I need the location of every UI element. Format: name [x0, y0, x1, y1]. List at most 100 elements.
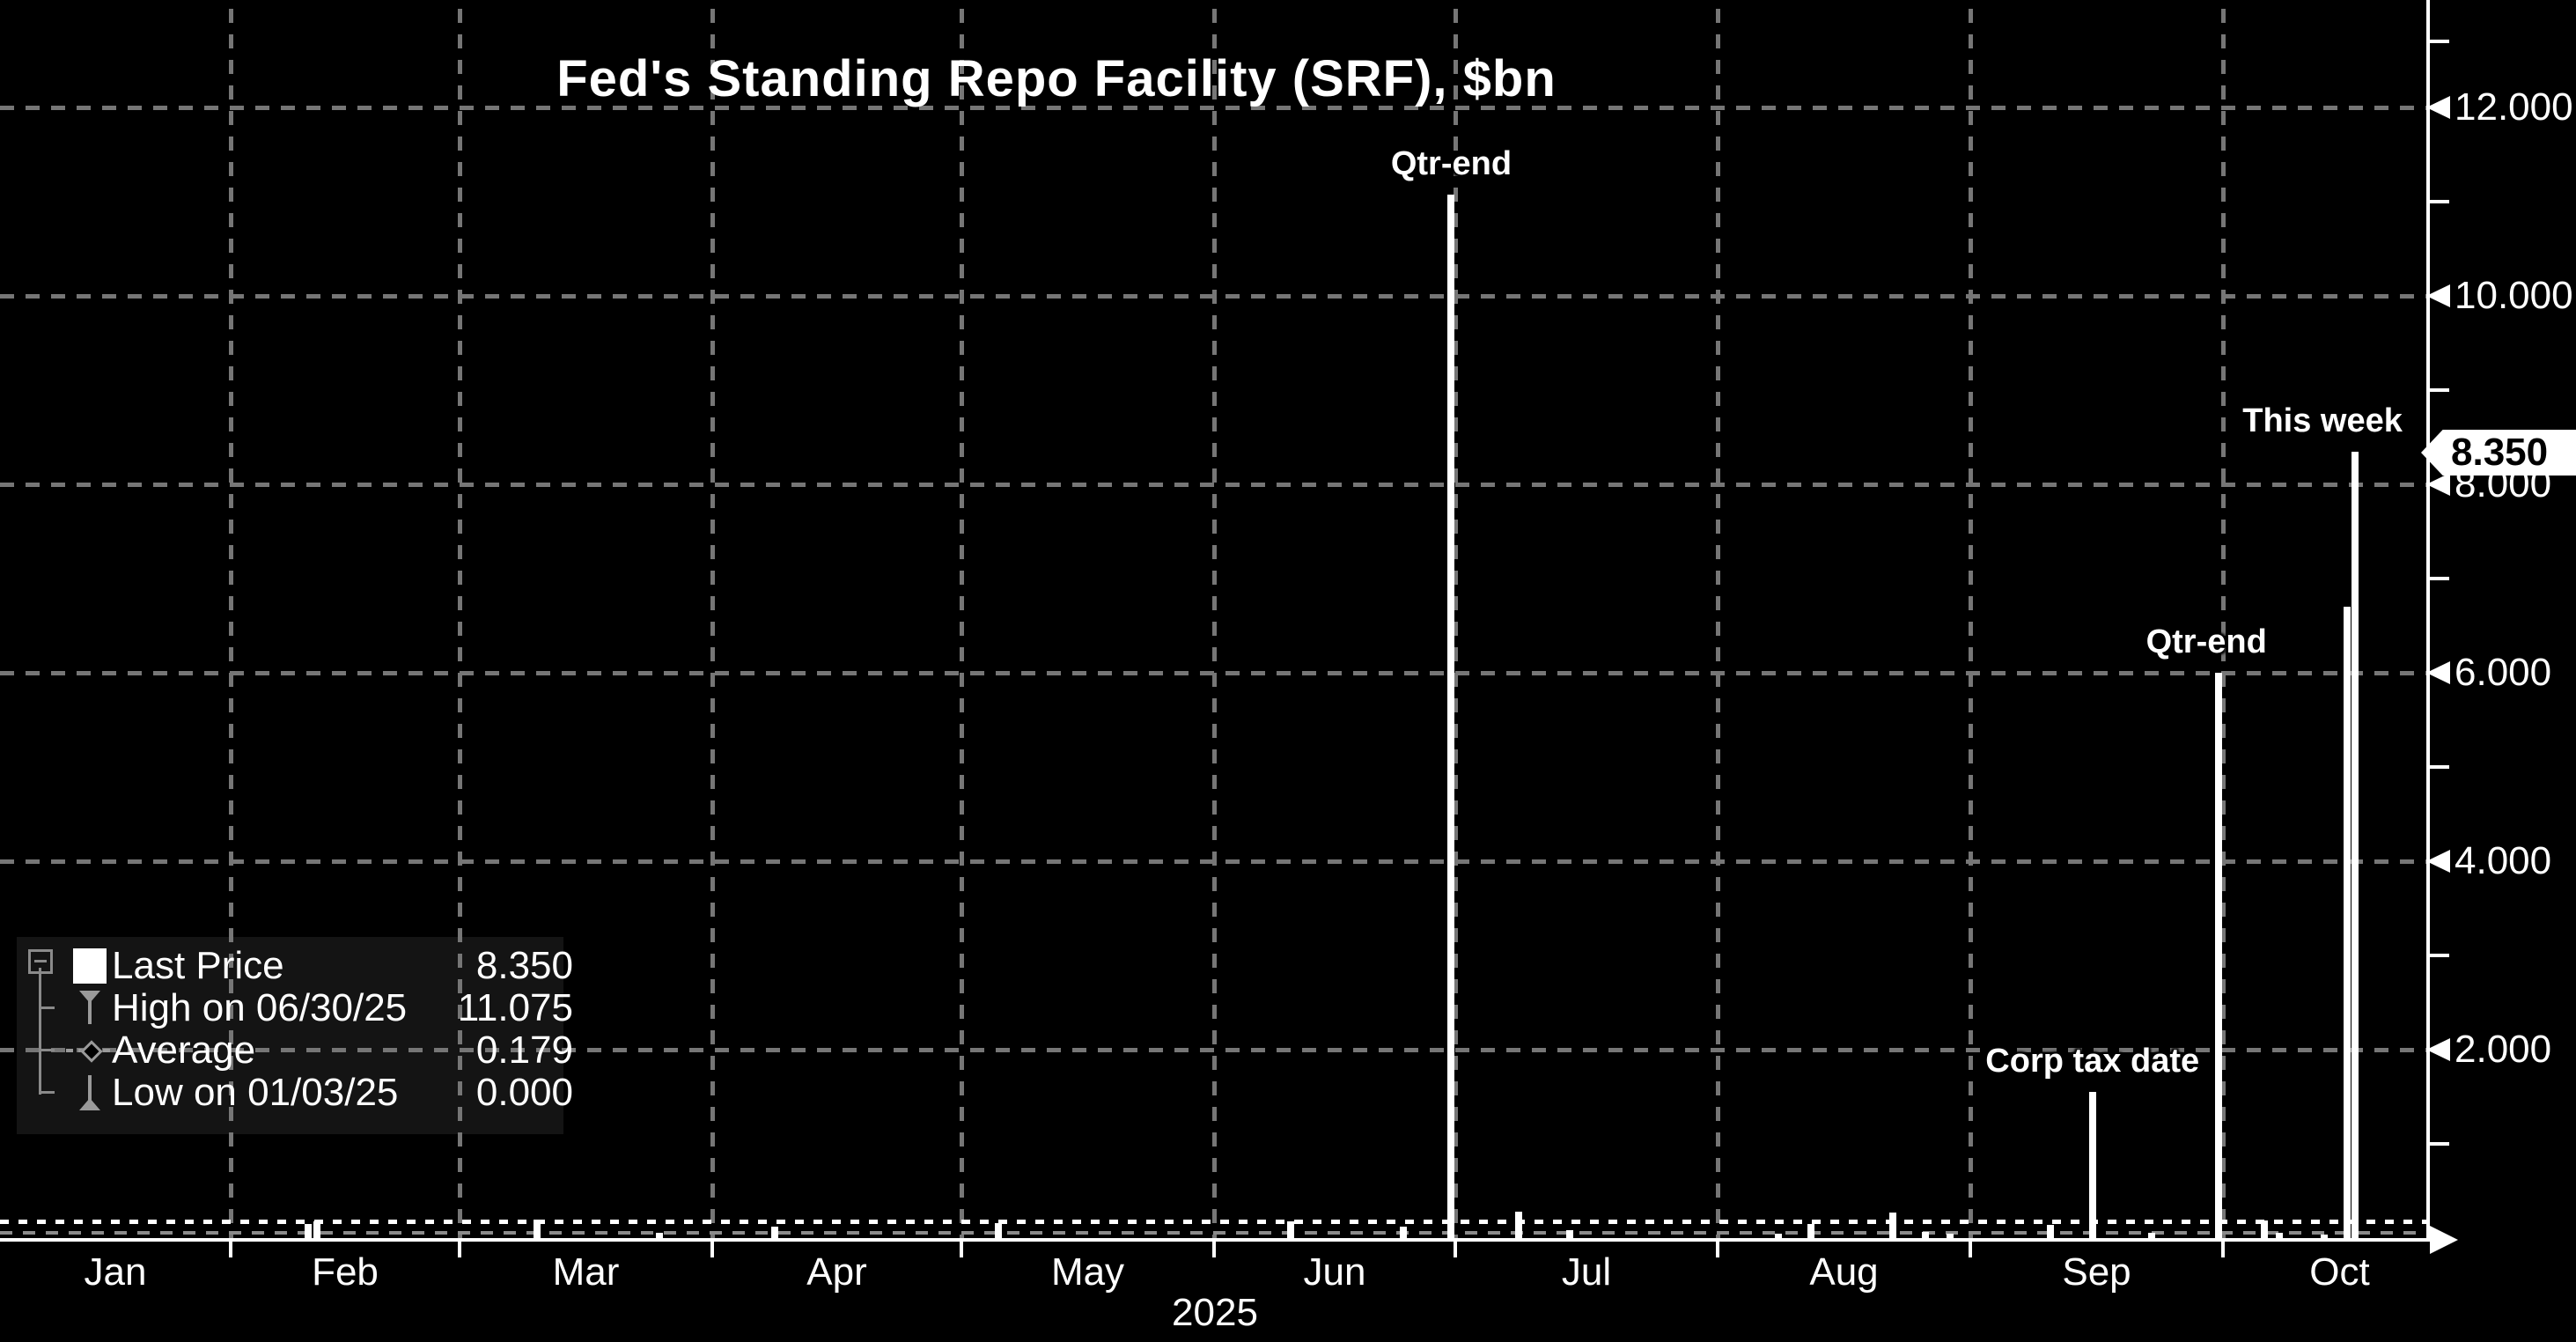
x-axis-month-label: Oct	[2309, 1250, 2370, 1294]
v-gridline	[1969, 9, 1973, 1238]
bar	[2344, 607, 2352, 1238]
y-axis-tick-arrow-icon	[2426, 473, 2450, 496]
bar	[1889, 1213, 1897, 1238]
legend-label: Low on 01/03/25	[112, 1071, 399, 1114]
legend-marker-average	[66, 1031, 115, 1070]
x-axis-month-tick	[1212, 1242, 1216, 1257]
legend-value: 8.350	[475, 944, 573, 987]
legend-label: Average	[112, 1029, 256, 1072]
low-marker-stem	[88, 1075, 92, 1102]
legend-value: 0.179	[475, 1029, 573, 1072]
baseline-dashed-line	[0, 1231, 2426, 1235]
y-axis-minor-tick	[2428, 40, 2449, 44]
x-axis-month-tick	[229, 1242, 232, 1257]
legend-tree-stub	[39, 1006, 55, 1009]
bar	[1447, 194, 1455, 1238]
y-axis-tick-arrow-icon	[2426, 284, 2450, 307]
y-axis-label: 10.000	[2455, 274, 2573, 317]
bar	[2147, 1232, 2155, 1238]
bar	[1922, 1231, 1930, 1238]
x-axis-month-tick	[1969, 1242, 1972, 1257]
x-axis-month-label: Mar	[552, 1250, 620, 1294]
y-axis-tick-arrow-icon	[2426, 850, 2450, 873]
x-axis-line	[0, 1238, 2432, 1242]
v-gridline	[710, 9, 715, 1238]
x-axis-month-label: Jan	[84, 1250, 147, 1294]
y-axis-minor-tick	[2428, 577, 2449, 580]
y-axis-minor-tick	[2428, 388, 2449, 392]
bar	[1399, 1227, 1407, 1238]
bar	[2088, 1092, 2096, 1238]
chart-title: Fed's Standing Repo Facility (SRF), $bn	[556, 50, 1557, 107]
low-marker-icon	[79, 1098, 100, 1110]
y-axis-minor-tick	[2428, 765, 2449, 769]
legend-tree-line	[39, 968, 41, 1095]
bar	[1286, 1220, 1294, 1238]
legend-marker-high	[71, 989, 110, 1028]
legend-marker-low	[71, 1073, 110, 1112]
last-price-tag-value: 8.350	[2451, 431, 2549, 474]
x-axis-month-tick	[960, 1242, 963, 1257]
legend-tree-stub	[39, 1091, 55, 1094]
bar	[2215, 673, 2223, 1238]
v-gridline	[229, 9, 233, 1238]
x-axis-month-tick	[1454, 1242, 1457, 1257]
average-marker-icon	[80, 1040, 103, 1063]
legend-value: 11.075	[457, 986, 573, 1029]
y-axis-label: 2.000	[2455, 1028, 2552, 1071]
x-axis-month-tick	[710, 1242, 714, 1257]
x-axis-month-label: Aug	[1809, 1250, 1879, 1294]
x-axis-month-label: Jul	[1561, 1250, 1612, 1294]
bar	[1775, 1233, 1783, 1238]
legend-marker-square	[71, 947, 110, 985]
x-axis-month-label: May	[1050, 1250, 1125, 1294]
y-axis-minor-tick	[2428, 954, 2449, 957]
legend-row[interactable]: High on 06/30/25 11.075	[17, 986, 573, 1029]
bar	[1515, 1212, 1523, 1238]
y-axis-tick-arrow-icon	[2426, 661, 2450, 684]
v-gridline	[458, 9, 462, 1238]
legend-panel	[17, 937, 563, 1134]
bar	[2046, 1225, 2054, 1238]
legend-tree-stub	[39, 1049, 55, 1051]
bar	[1565, 1230, 1573, 1238]
bar	[1807, 1223, 1815, 1238]
y-axis-label: 4.000	[2455, 839, 2552, 882]
y-axis-label: 6.000	[2455, 651, 2552, 694]
bar	[1946, 1233, 1954, 1238]
v-gridline	[1212, 9, 1217, 1238]
v-gridline	[1716, 9, 1720, 1238]
legend-label: High on 06/30/25	[112, 986, 408, 1029]
legend-row[interactable]: Last Price 8.350	[17, 944, 573, 987]
bar	[2276, 1232, 2284, 1238]
x-axis-month-tick	[1716, 1242, 1719, 1257]
x-axis-month-tick	[2221, 1242, 2225, 1257]
annotation-label: Qtr-end	[1390, 144, 1512, 182]
annotation-label: Qtr-end	[2145, 623, 2267, 660]
average-line	[0, 1219, 2426, 1224]
legend-label: Last Price	[112, 944, 284, 987]
annotation-label: Corp tax date	[1985, 1043, 2200, 1080]
v-gridline	[960, 9, 964, 1238]
bar	[533, 1219, 541, 1238]
legend-value: 0.000	[475, 1071, 573, 1114]
bar	[2351, 451, 2359, 1238]
bar	[770, 1227, 778, 1238]
y-axis-label: 12.000	[2455, 85, 2573, 129]
annotation-label: This week	[2242, 402, 2403, 439]
x-axis-year-label: 2025	[1172, 1291, 1258, 1334]
high-marker-icon	[79, 991, 100, 1003]
bar	[655, 1232, 663, 1238]
x-axis-month-tick	[458, 1242, 461, 1257]
high-marker-stem	[88, 998, 92, 1024]
y-axis-line	[2426, 0, 2430, 1242]
v-gridline	[2221, 9, 2226, 1238]
y-axis-minor-tick	[2428, 1142, 2449, 1146]
x-axis-month-label: Feb	[312, 1250, 379, 1294]
legend-row[interactable]: Low on 01/03/25 0.000	[17, 1071, 573, 1114]
legend-row[interactable]: Average 0.179	[17, 1029, 573, 1072]
x-axis-month-label: Jun	[1303, 1250, 1366, 1294]
bar	[313, 1220, 320, 1238]
x-axis-month-label: Sep	[2062, 1250, 2131, 1294]
